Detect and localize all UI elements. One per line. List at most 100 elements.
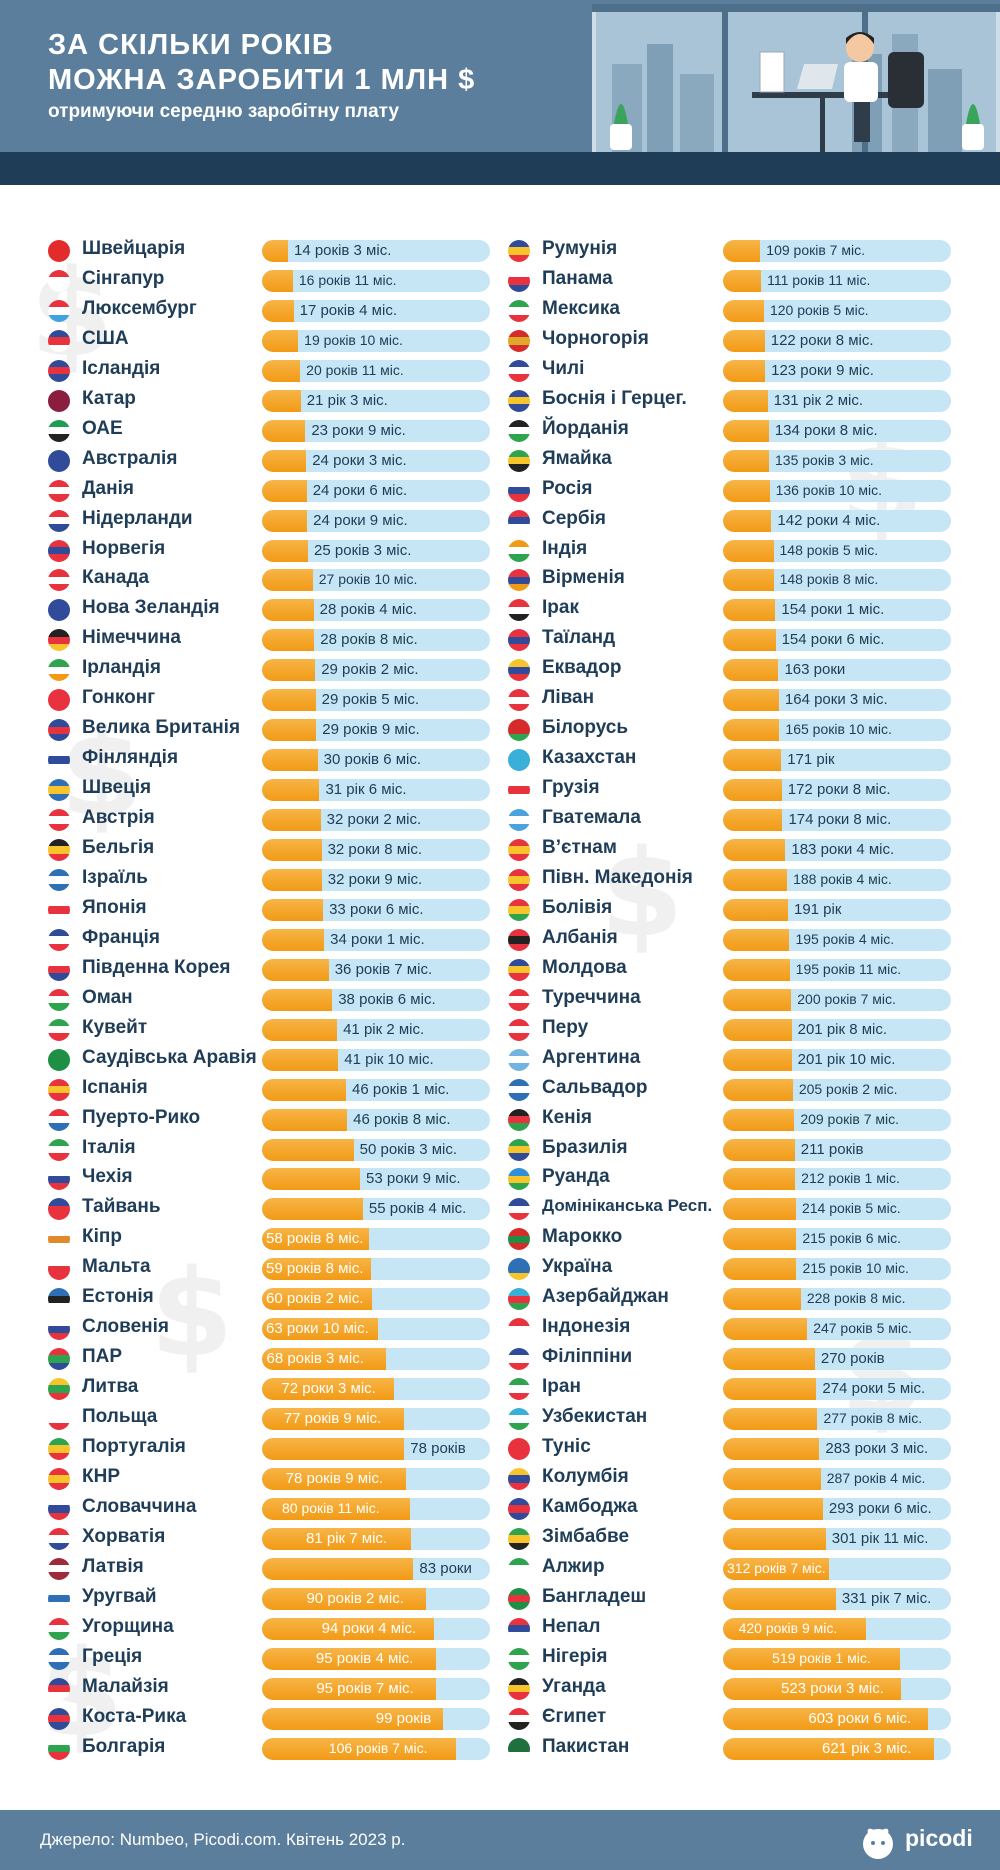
bar-track: 83 роки [262,1557,490,1580]
chart-row: Чехія 53 роки 9 міс. [48,1164,490,1194]
value-label: 58 років 8 міс. [266,1230,364,1248]
bar-track: 17 років 4 міс. [262,299,490,322]
country-flag-icon [508,1108,530,1131]
country-flag-icon [48,389,70,412]
bar-fill [723,1737,935,1760]
value-label: 36 років 7 міс. [334,960,433,978]
chart-row: Руанда 212 років 1 міс. [508,1164,951,1194]
bar-fill [262,1527,411,1550]
bar-track: 78 років [262,1438,490,1460]
chart-row: Боснія і Герцег. 131 рік 2 міс. [508,386,951,416]
bar-fill [723,1348,815,1371]
country-flag-icon [48,1707,70,1730]
bar-fill [262,958,329,981]
bar-fill [723,1497,823,1520]
chart-row: Камбоджа 293 роки 6 міс. [508,1494,951,1524]
bar-fill [262,689,316,712]
value-label: 31 рік 6 міс. [325,781,407,799]
bar-track: 270 років [723,1348,951,1371]
bar-fill [723,1228,797,1251]
bar-fill [262,1168,361,1191]
bar-fill [262,1557,414,1580]
value-label: 14 років 3 міс. [293,242,392,259]
chart-row: ПАР 68 років 3 міс. [48,1344,490,1374]
country-name: Ліван [542,687,595,709]
chart-row: Італія 50 років 3 міс. [48,1135,490,1165]
value-label: 78 років [410,1440,466,1457]
country-name: Швеція [82,777,152,799]
bar-fill [723,479,770,502]
chart-row: Туніс 283 роки 3 міс. [508,1434,951,1464]
chart-row: Марокко 215 років 6 міс. [508,1224,951,1254]
value-label: 29 років 9 міс. [322,721,420,739]
value-label: 50 років 3 міс. [359,1140,458,1158]
bar-fill [262,299,294,322]
bar-track: 29 років 5 міс. [262,689,490,712]
country-name: Перу [542,1016,589,1038]
value-label: 32 роки 8 міс. [327,841,423,858]
country-flag-icon [508,1138,530,1161]
bar-track: 201 рік 8 міс. [723,1018,951,1041]
bar-fill [262,629,315,652]
value-label: 163 роки [784,661,846,679]
bar-fill [723,898,788,921]
country-flag-icon [508,928,530,951]
country-name: Йорданія [542,417,629,439]
country-name: Катар [82,387,136,409]
value-label: 201 рік 8 міс. [797,1020,888,1038]
country-name: Аргентина [542,1046,641,1068]
country-name: Гонконг [82,687,156,709]
country-flag-icon [508,1617,530,1640]
country-flag-icon [508,240,530,262]
chart-row: Вірменія 148 років 8 міс. [508,565,951,595]
chart-row: Панама 111 років 11 міс. [508,266,951,296]
value-label: 283 роки 3 міс. [825,1440,929,1457]
country-name: Португалія [82,1436,186,1457]
footer-bar: Джерело: Numbeo, Picodi.com. Квітень 202… [0,1810,1000,1870]
country-name: Мальта [82,1256,151,1278]
country-flag-icon [508,1408,530,1431]
country-flag-icon [508,1378,530,1401]
value-label: 247 років 5 міс. [813,1320,912,1337]
chart-row: Іспанія 46 років 1 міс. [48,1075,490,1105]
bar-fill [723,1168,796,1191]
country-name: Естонія [82,1286,154,1308]
country-name: Єгипет [542,1705,607,1727]
country-flag-icon [48,1587,70,1610]
bar-fill [723,1438,820,1460]
chart-row: КНР 78 років 9 міс. [48,1464,490,1494]
value-label: 183 роки 4 міс. [791,841,895,858]
value-label: 41 рік 10 міс. [344,1050,434,1068]
chart-row: Аргентина 201 рік 10 міс. [508,1045,951,1075]
country-name: Тайвань [82,1196,161,1218]
chart-row: Португалія 78 років [48,1434,490,1464]
bar-track: 420 років 9 міс. [723,1617,951,1640]
country-name: Непал [542,1615,601,1637]
chart-row: Уругвай 90 років 2 міс. [48,1584,490,1614]
country-flag-icon [508,1018,530,1041]
bar-track: 68 років 3 міс. [262,1348,490,1371]
chart-row: Польща 77 років 9 міс. [48,1404,490,1434]
bar-fill [723,1707,929,1730]
bar-fill [723,539,774,562]
value-label: 228 років 8 міс. [806,1290,906,1307]
bar-fill [723,659,779,682]
bar-track: 55 років 4 міс. [262,1198,490,1221]
country-flag-icon [48,479,70,502]
value-label: 154 роки 6 міс. [781,631,885,649]
country-name: Саудівська Аравія [82,1046,257,1068]
bar-track: 277 років 8 міс. [723,1408,951,1431]
value-label: 55 років 4 міс. [368,1200,467,1218]
chart-row: США 19 років 10 міс. [48,326,490,356]
chart-row: Чорногорія 122 роки 8 міс. [508,326,951,356]
bar-track: 32 роки 9 міс. [262,868,490,891]
country-name: Болівія [542,896,613,918]
bar-track: 46 років 1 міс. [262,1078,490,1101]
chart-row: Уганда 523 роки 3 міс. [508,1674,951,1704]
bar-track: 154 роки 6 міс. [723,629,951,652]
bar-fill [262,1378,394,1401]
bar-track: 174 роки 8 міс. [723,809,951,832]
country-flag-icon [48,1467,70,1490]
bar-fill [262,599,314,622]
bar-fill [262,868,322,891]
